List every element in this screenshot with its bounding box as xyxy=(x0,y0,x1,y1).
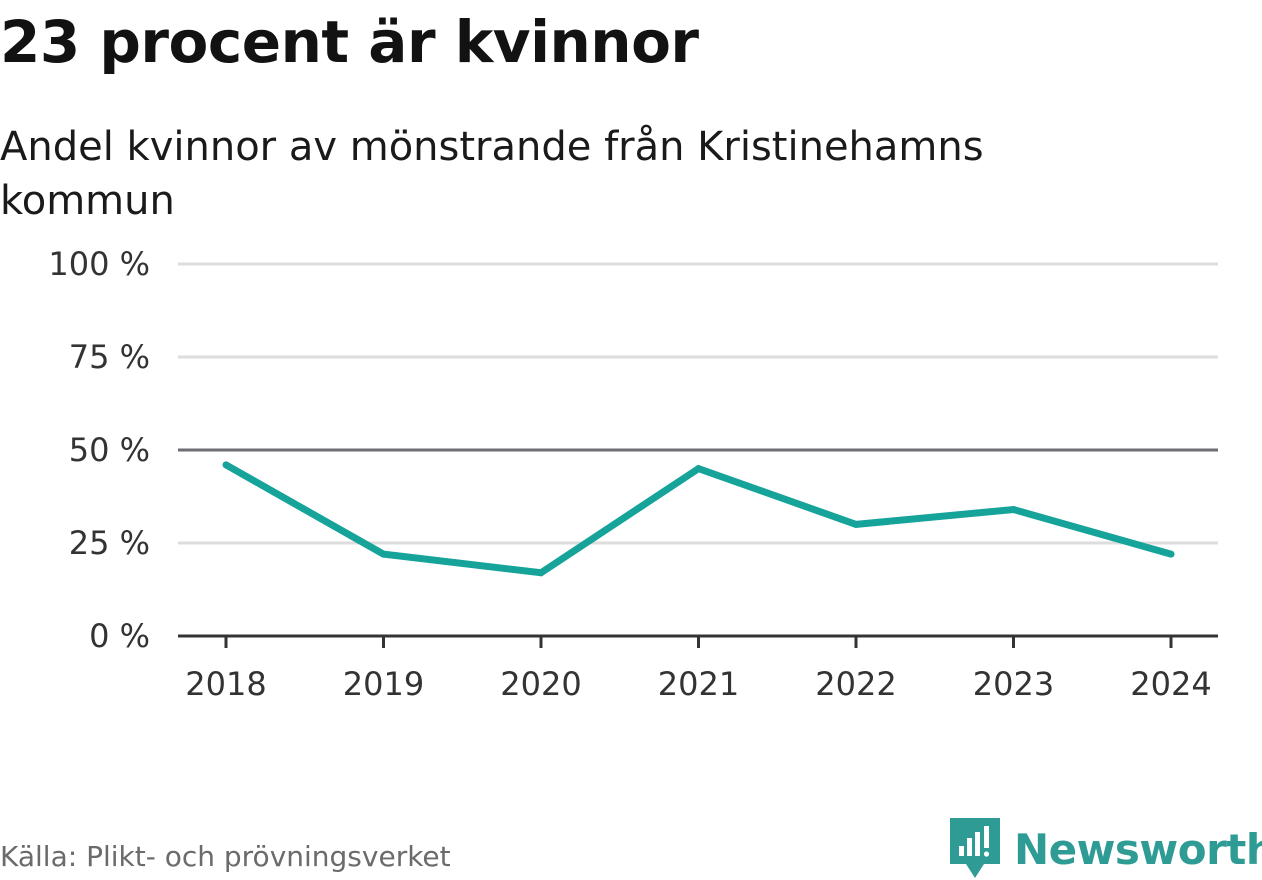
x-axis-ticks: 2018 2019 2020 2021 2022 2023 2024 xyxy=(185,636,1212,703)
y-tick-label: 0 % xyxy=(89,617,150,655)
x-tick-label: 2024 xyxy=(1130,665,1211,703)
y-tick-label: 100 % xyxy=(48,245,150,283)
data-point xyxy=(1167,550,1175,558)
brand-logo: Newsworthy xyxy=(950,818,1262,880)
y-tick-label: 50 % xyxy=(69,431,150,469)
y-tick-label: 25 % xyxy=(69,524,150,562)
y-axis-ticks: 0 % 25 % 50 % 75 % 100 % xyxy=(48,245,150,655)
data-point xyxy=(537,569,545,577)
gridlines xyxy=(178,262,1218,545)
series-layer xyxy=(222,461,1175,577)
y-tick-label: 75 % xyxy=(69,338,150,376)
chart-title: 23 procent är kvinnor xyxy=(0,8,699,76)
x-tick-label: 2022 xyxy=(815,665,896,703)
x-tick-label: 2018 xyxy=(185,665,266,703)
series-line xyxy=(224,461,1172,577)
x-tick-label: 2021 xyxy=(658,665,739,703)
data-point xyxy=(1010,506,1017,514)
data-point xyxy=(695,465,702,473)
x-tick-label: 2023 xyxy=(973,665,1054,703)
newsworthy-logo-icon xyxy=(950,818,1000,878)
source-note: Källa: Plikt- och prövningsverket xyxy=(0,840,451,873)
data-point xyxy=(380,550,387,558)
data-point xyxy=(852,520,860,528)
x-tick-label: 2019 xyxy=(343,665,424,703)
chart-subtitle: Andel kvinnor av mönstrande från Kristin… xyxy=(0,124,984,224)
brand-name: Newsworthy xyxy=(1014,824,1262,874)
x-tick-label: 2020 xyxy=(500,665,581,703)
data-point xyxy=(222,461,230,469)
